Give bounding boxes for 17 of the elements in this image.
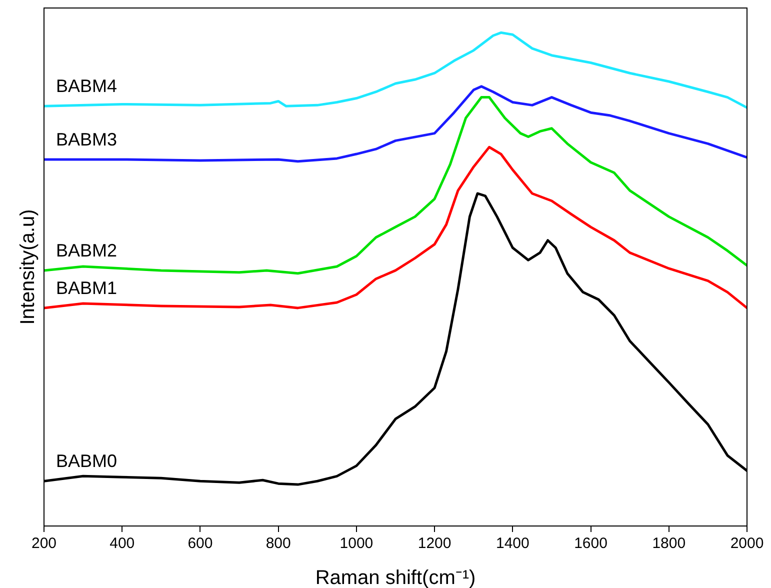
x-tick-label: 200 <box>31 535 57 552</box>
x-tick-label: 1400 <box>496 535 530 552</box>
x-tick-label: 1000 <box>340 535 374 552</box>
series-label: BABM2 <box>56 240 118 260</box>
series-label: BABM3 <box>56 129 118 150</box>
x-tick-label: 2000 <box>730 535 764 552</box>
x-tick-label: 800 <box>266 535 291 552</box>
x-tick-label: 1200 <box>418 535 452 552</box>
x-axis-title: Raman shift(cm⁻¹) <box>315 567 476 588</box>
series-label: BABM1 <box>56 278 118 298</box>
x-tick-label: 400 <box>110 535 135 552</box>
x-tick-label: 1600 <box>574 535 608 552</box>
x-tick-label: 600 <box>188 535 213 552</box>
series-label: BABM4 <box>56 76 118 96</box>
series-label: BABM0 <box>56 451 118 472</box>
y-axis-title: Intensity(a.u) <box>17 209 39 325</box>
x-tick-label: 1800 <box>652 535 686 552</box>
